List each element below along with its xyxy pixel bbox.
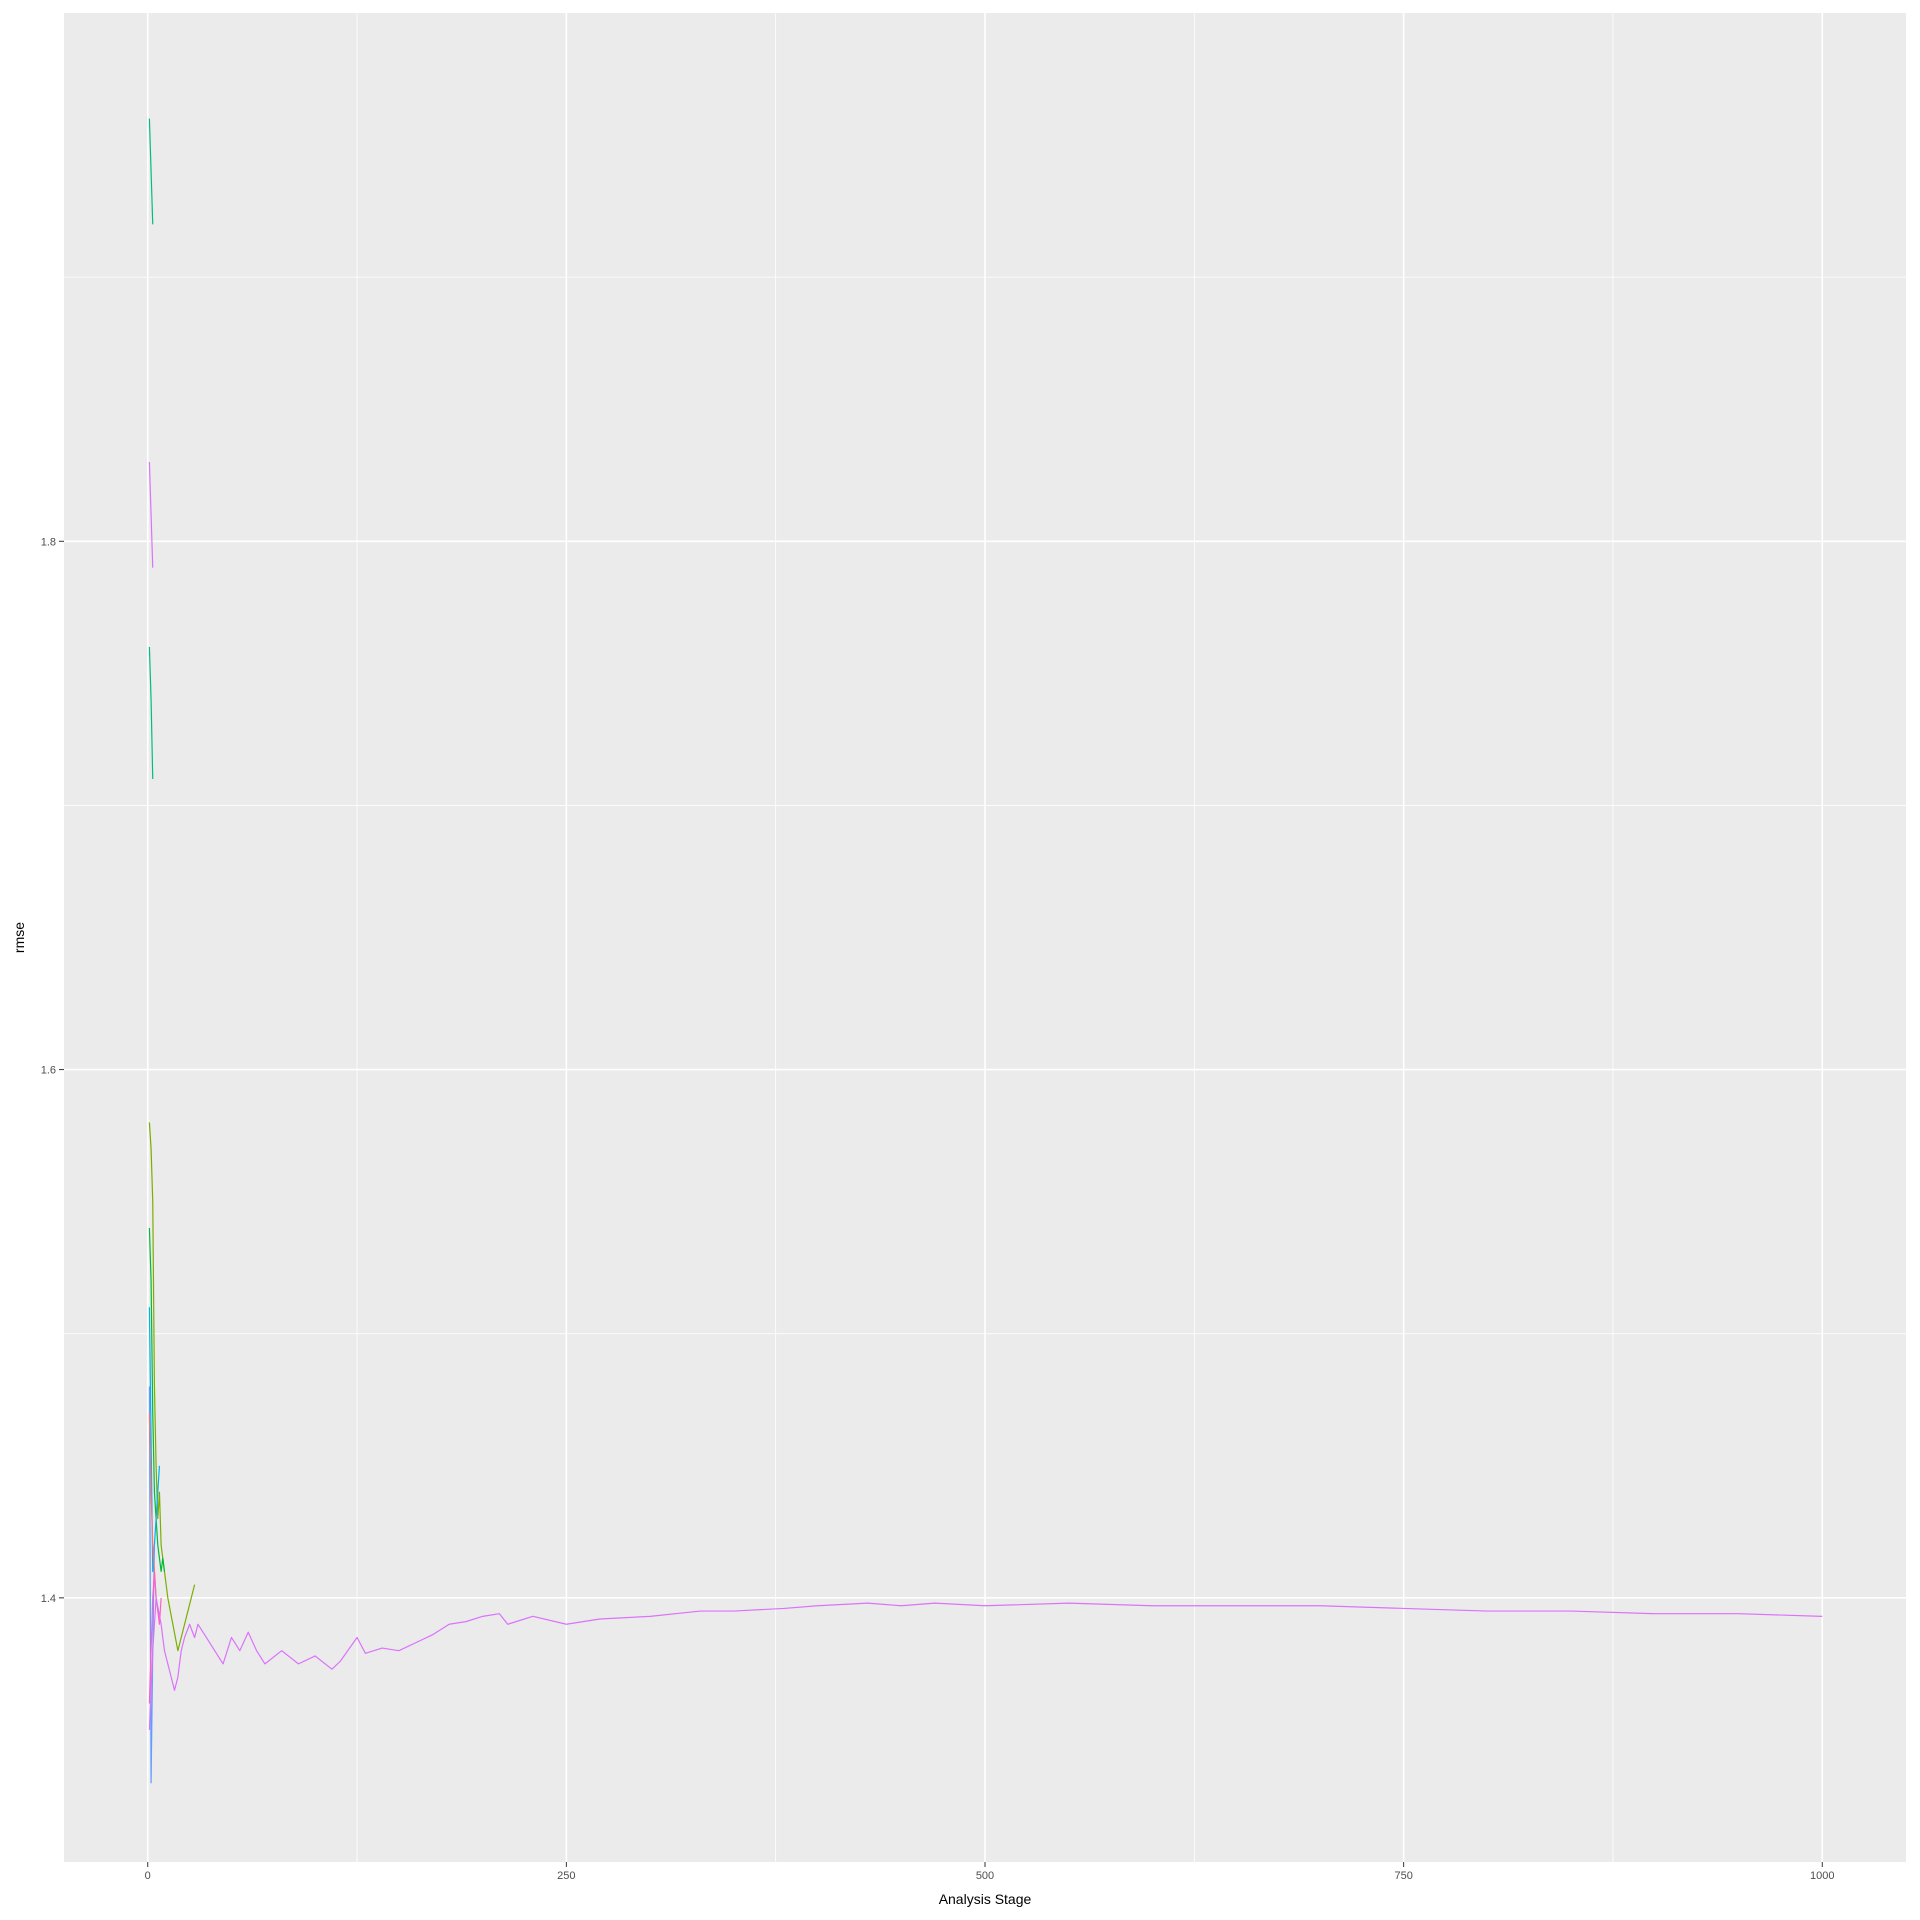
- series-line-10: [148, 1597, 1823, 1730]
- major-gridlines: [64, 13, 1906, 1862]
- series-line-8: [148, 1570, 162, 1704]
- y-axis: 1.4 1.6 1.8: [41, 536, 64, 1605]
- x-tick-label: 500: [976, 1870, 994, 1882]
- x-tick-label: 1000: [1810, 1870, 1834, 1882]
- y-tick-label: 1.4: [41, 1593, 56, 1605]
- x-tick-label: 250: [557, 1870, 575, 1882]
- x-axis: 0 250 500 750 1000: [145, 1862, 1835, 1882]
- series-line-6: [148, 1386, 156, 1784]
- series-line-3: [148, 646, 154, 780]
- series-lines: [148, 118, 1823, 1784]
- x-tick-label: 0: [145, 1870, 151, 1882]
- y-tick-label: 1.6: [41, 1065, 56, 1077]
- series-line-2: [148, 118, 154, 225]
- series-line-9: [148, 462, 154, 568]
- series-line-4: [148, 1228, 166, 1573]
- y-axis-title: rmse: [11, 922, 27, 953]
- x-tick-label: 750: [1394, 1870, 1412, 1882]
- x-axis-title: Analysis Stage: [939, 1891, 1032, 1907]
- y-tick-label: 1.8: [41, 536, 56, 548]
